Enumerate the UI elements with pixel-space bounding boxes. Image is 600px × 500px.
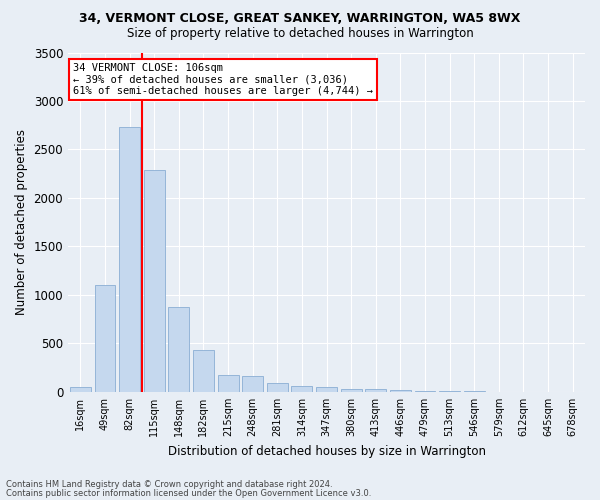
Bar [365, 389, 386, 392]
Bar [316, 387, 337, 392]
Bar [341, 389, 362, 392]
Bar [193, 350, 214, 392]
Text: 34 VERMONT CLOSE: 106sqm
← 39% of detached houses are smaller (3,036)
61% of sem: 34 VERMONT CLOSE: 106sqm ← 39% of detach… [73, 62, 373, 96]
Bar [169, 306, 189, 392]
Bar [218, 375, 239, 392]
Bar [119, 127, 140, 392]
Bar [267, 383, 288, 392]
Y-axis label: Number of detached properties: Number of detached properties [15, 129, 28, 315]
Bar [415, 391, 436, 392]
Bar [390, 390, 411, 392]
Text: Contains HM Land Registry data © Crown copyright and database right 2024.: Contains HM Land Registry data © Crown c… [6, 480, 332, 489]
Text: Contains public sector information licensed under the Open Government Licence v3: Contains public sector information licen… [6, 488, 371, 498]
Bar [242, 376, 263, 392]
Bar [292, 386, 313, 392]
Text: 34, VERMONT CLOSE, GREAT SANKEY, WARRINGTON, WA5 8WX: 34, VERMONT CLOSE, GREAT SANKEY, WARRING… [79, 12, 521, 26]
Bar [70, 387, 91, 392]
Bar [95, 286, 115, 392]
Bar [144, 170, 164, 392]
Bar [439, 391, 460, 392]
Text: Size of property relative to detached houses in Warrington: Size of property relative to detached ho… [127, 28, 473, 40]
X-axis label: Distribution of detached houses by size in Warrington: Distribution of detached houses by size … [167, 444, 485, 458]
